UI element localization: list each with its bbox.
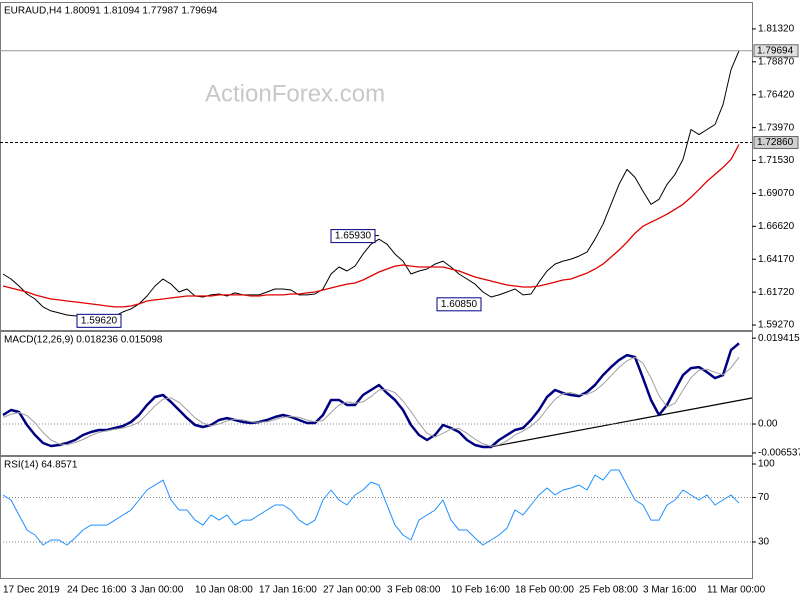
x-tick-label: 17 Jan 16:00 (259, 585, 317, 596)
y-tick-label: 1.61720 (758, 287, 795, 298)
price-label-box (753, 136, 799, 150)
y-tick-label: 100 (758, 459, 775, 470)
y-tick-label: 30 (758, 537, 770, 548)
x-tick-label: 17 Dec 2019 (3, 585, 60, 596)
rsi-panel (0, 456, 753, 579)
x-tick-label: 27 Jan 00:00 (323, 585, 381, 596)
annotation-label: 1.65930 (335, 231, 372, 242)
annotation-box (76, 313, 122, 328)
panel-title: EURAUD,H4 1.80091 1.81094 1.77987 1.7969… (4, 6, 218, 17)
y-tick-label: 1.69070 (758, 188, 795, 199)
macd-panel (0, 331, 753, 456)
y-tick-label: 1.76420 (758, 89, 795, 100)
annotation-label: 1.59620 (81, 315, 118, 326)
y-tick-label: 0.00 (758, 419, 778, 430)
y-tick-label: 1.59270 (758, 320, 795, 331)
series-line (2, 356, 740, 447)
y-tick-label: 0.019415 (758, 333, 800, 344)
annotation-label: 1.60850 (441, 299, 478, 310)
series-line (2, 469, 740, 546)
x-tick-label: 3 Jan 00:00 (131, 585, 184, 596)
x-tick-label: 10 Jan 08:00 (195, 585, 253, 596)
y-tick-label: 70 (758, 492, 770, 503)
price-panel (0, 2, 753, 331)
watermark: ActionForex.com (205, 80, 385, 107)
y-tick-label: 1.78870 (758, 56, 795, 67)
y-tick-label: 1.81320 (758, 24, 795, 35)
x-tick-label: 10 Feb 16:00 (451, 585, 510, 596)
y-tick-label: 1.66620 (758, 221, 795, 232)
annotation-box (436, 297, 482, 312)
y-tick-label: 1.73970 (758, 122, 795, 133)
series-line (2, 342, 740, 449)
x-tick-label: 25 Feb 08:00 (579, 585, 638, 596)
x-tick-label: 3 Mar 16:00 (643, 585, 697, 596)
price-label-box (753, 44, 799, 58)
y-tick-label: 1.71530 (758, 155, 795, 166)
price-label: 1.72860 (757, 137, 794, 148)
x-tick-label: 18 Feb 00:00 (515, 585, 574, 596)
series-line (2, 50, 740, 318)
price-label: 1.79694 (757, 45, 794, 56)
y-tick-label: -0.006537 (758, 448, 800, 459)
annotation-box (330, 229, 376, 244)
x-tick-label: 24 Dec 16:00 (67, 585, 127, 596)
x-tick-label: 11 Mar 00:00 (707, 585, 766, 596)
panel-title: MACD(12,26,9) 0.018236 0.015098 (4, 335, 163, 346)
series-line (2, 144, 740, 308)
panel-title: RSI(14) 64.8571 (4, 460, 78, 471)
macd-trendline (489, 397, 753, 448)
x-tick-label: 3 Feb 08:00 (387, 585, 441, 596)
y-tick-label: 1.64170 (758, 254, 795, 265)
